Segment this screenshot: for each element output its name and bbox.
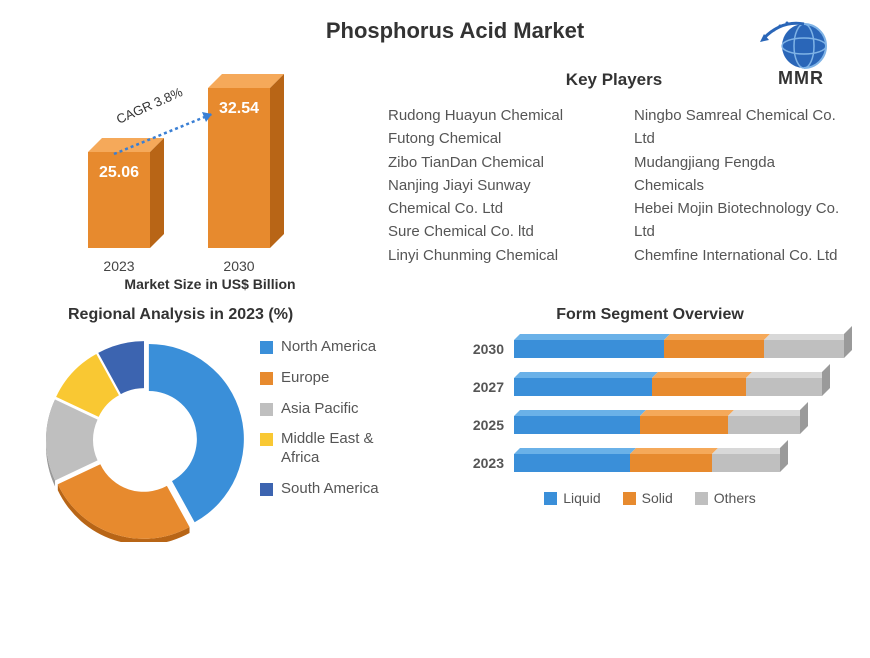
key-player-item: Ningbo Samreal Chemical Co. Ltd — [634, 104, 840, 151]
key-player-item: Linyi Chunming Chemical — [388, 244, 594, 267]
legend-label: North America — [281, 338, 376, 357]
form-segment-legend-item: Liquid — [544, 490, 600, 506]
market-size-chart: 25.06202332.542030CAGR 3.8% Market Size … — [58, 70, 368, 292]
form-segment-legend-item: Others — [695, 490, 756, 506]
key-players-section: Key Players Rudong Huayun ChemicalFutong… — [368, 70, 840, 292]
legend-swatch — [260, 372, 273, 385]
mmr-logo: MMR — [760, 18, 842, 89]
top-row: 25.06202332.542030CAGR 3.8% Market Size … — [0, 70, 870, 292]
form-segment-row: 2030 — [456, 338, 844, 360]
donut-slice — [58, 464, 190, 539]
page-title: Phosphorus Acid Market — [0, 0, 870, 44]
regional-legend-item: South America — [260, 480, 411, 499]
key-player-item: Hebei Mojin Biotechnology Co. Ltd — [634, 197, 840, 244]
key-player-item: Chemfine International Co. Ltd — [634, 244, 840, 267]
legend-swatch — [695, 492, 708, 505]
form-segment-row: 2027 — [456, 376, 844, 398]
form-segment-bar-solid — [630, 454, 712, 472]
regional-legend-item: North America — [260, 338, 411, 357]
legend-label: Others — [714, 490, 756, 506]
legend-label: Europe — [281, 369, 329, 388]
market-size-caption: Market Size in US$ Billion — [52, 276, 368, 292]
form-segment-legend: Liquid Solid Others — [456, 490, 844, 506]
form-segment-legend-item: Solid — [623, 490, 673, 506]
legend-label: Asia Pacific — [281, 400, 359, 419]
form-segment-bar-liquid — [514, 340, 664, 358]
legend-swatch — [260, 483, 273, 496]
regional-donut-chart — [40, 332, 250, 542]
form-segment-year: 2030 — [456, 341, 504, 357]
regional-legend-item: Europe — [260, 369, 411, 388]
market-bar-xlabel: 2030 — [204, 258, 274, 274]
key-player-item: Rudong Huayun Chemical — [388, 104, 594, 127]
form-segment-bar-solid — [664, 340, 764, 358]
form-segment-year: 2027 — [456, 379, 504, 395]
regional-title: Regional Analysis in 2023 (%) — [68, 306, 452, 324]
form-segment-bar-others — [728, 416, 800, 434]
legend-label: Liquid — [563, 490, 600, 506]
bottom-row: Regional Analysis in 2023 (%) North Amer… — [0, 306, 870, 542]
key-player-item: Sure Chemical Co. ltd — [388, 220, 594, 243]
regional-analysis-section: Regional Analysis in 2023 (%) North Amer… — [40, 306, 452, 542]
key-player-item: Zibo TianDan Chemical — [388, 151, 594, 174]
key-player-item: Nanjing Jiayi Sunway Chemical Co. Ltd — [388, 174, 594, 221]
regional-legend: North America Europe Asia Pacific Middle Ea… — [260, 338, 411, 511]
form-segment-row: 2023 — [456, 452, 844, 474]
legend-label: South America — [281, 480, 379, 499]
market-bar-value: 25.06 — [88, 164, 150, 182]
form-segment-year: 2023 — [456, 455, 504, 471]
key-players-col2: Ningbo Samreal Chemical Co. LtdMudangjia… — [634, 104, 840, 267]
cagr-arrow-icon — [108, 106, 228, 166]
form-segment-row: 2025 — [456, 414, 844, 436]
legend-swatch — [544, 492, 557, 505]
legend-label: Middle East & Africa — [281, 430, 411, 468]
form-segment-bar-liquid — [514, 378, 652, 396]
form-segment-bar-others — [712, 454, 780, 472]
legend-swatch — [260, 403, 273, 416]
key-players-col1: Rudong Huayun ChemicalFutong ChemicalZib… — [388, 104, 594, 267]
regional-legend-item: Asia Pacific — [260, 400, 411, 419]
regional-legend-item: Middle East & Africa — [260, 430, 411, 468]
form-segment-section: Form Segment Overview 2030 2027 2025 2023 L… — [452, 306, 844, 542]
legend-swatch — [260, 433, 273, 446]
legend-label: Solid — [642, 490, 673, 506]
logo-text: MMR — [760, 68, 842, 89]
key-player-item: Mudangjiang Fengda Chemicals — [634, 151, 840, 198]
form-segment-bar-solid — [652, 378, 746, 396]
legend-swatch — [260, 341, 273, 354]
globe-icon — [760, 18, 842, 72]
key-player-item: Futong Chemical — [388, 127, 594, 150]
form-segment-bar-liquid — [514, 416, 640, 434]
legend-swatch — [623, 492, 636, 505]
market-bar-xlabel: 2023 — [84, 258, 154, 274]
form-segment-bar-others — [746, 378, 822, 396]
form-segment-bar-others — [764, 340, 844, 358]
form-segment-bar-solid — [640, 416, 728, 434]
form-segment-title: Form Segment Overview — [456, 306, 844, 324]
form-segment-bar-liquid — [514, 454, 630, 472]
form-segment-year: 2025 — [456, 417, 504, 433]
